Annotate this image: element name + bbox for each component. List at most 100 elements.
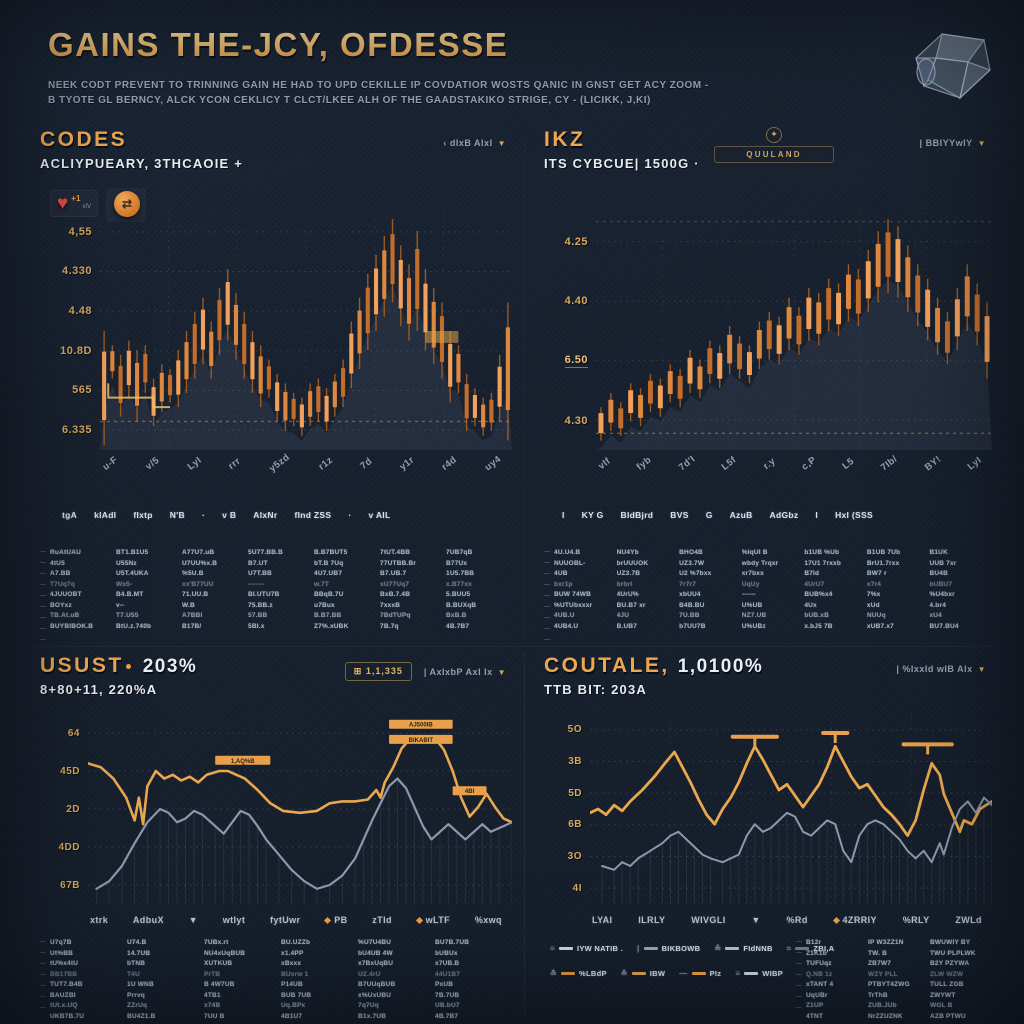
panel-codes-range-dropdown[interactable]: ‹ dIxB AIxI ▼ [443, 138, 506, 148]
stat-item: I [815, 510, 819, 520]
table-cell: UZ3.7B [616, 570, 641, 577]
table-cell: B7Id [804, 570, 820, 577]
y-tick-label: 10.8D [60, 344, 92, 357]
usust-y-axis: 64 45D 2D 4DD 67B [40, 714, 80, 904]
candlestick-chart-canvas [100, 212, 512, 450]
x-tick-label: ▼ [751, 915, 761, 925]
candle [845, 264, 851, 322]
candle [209, 321, 214, 379]
coutale-dropdown[interactable]: | %IxxId wIB AIx ▼ [896, 664, 986, 674]
favorite-button[interactable]: ♥ +1 xIV [50, 190, 99, 217]
x-tick-label: %RLY [902, 915, 930, 925]
table-cell: BU.B7 xr [616, 601, 646, 609]
table-cell: bxr1p [554, 580, 573, 588]
ikz-stats-row: I KY G BIdBjrd BVS G AzuB AdGbz I HxI (SSS [562, 510, 873, 520]
table-cell: BU4Z1.B [127, 1012, 156, 1020]
table-cell: B.BUXqB [446, 601, 477, 609]
table-cell: brbrI [616, 580, 633, 588]
x-tick-label: 7d [358, 455, 375, 472]
table-cell: BBqB.7U [314, 591, 344, 598]
usust-dropdown[interactable]: | AxIxbP AxI Ix ▼ [424, 667, 506, 677]
legend-item[interactable]: ≛ %LBdP [550, 969, 607, 978]
panel-ikz: IKZ ITS CYBCUE| 1500G · ✦ QUULAND | BBIY… [544, 126, 992, 642]
candle [865, 250, 871, 312]
table-cell: ZWYWT [930, 991, 956, 999]
table-cell: x1.4PP [281, 949, 304, 957]
usust-line-plot[interactable]: 1,AQ%B AJ500IB BIKABIT 4BI [88, 714, 512, 904]
table-cell: NZ7.UB [741, 612, 767, 619]
coutale-y-axis: 5O 3B 5D 6B 3O 4I [544, 714, 582, 904]
candle [836, 283, 842, 336]
legend-item[interactable]: — PIz [679, 969, 721, 978]
table-cell: BT1.B1U5 [116, 549, 149, 556]
panel-codes-title: CODES [40, 128, 128, 151]
stat-item: AIxNr [253, 510, 278, 520]
table-cell: A7.BB [50, 570, 71, 577]
y-tick-label: 64 [67, 727, 80, 739]
table-cell: PrTB [204, 970, 221, 978]
candle [349, 321, 354, 389]
legend-item[interactable]: ≙ IBW [621, 969, 666, 978]
panel-coutale-title: COUTALE, [544, 654, 670, 677]
panel-ikz-range-dropdown[interactable]: | BBIYYwIY ▼ [920, 138, 986, 148]
legend-item[interactable]: ≡ IYW NATIB . [550, 944, 623, 953]
table-cell: Prrvq [127, 991, 145, 999]
usust-data-table: U7q7B Ut%BB tU%x4tU BB17BB TUT7.B4B BAUZBI tUt… [40, 938, 512, 1020]
ikz-badge-button[interactable]: ✦ QUULAND [714, 124, 834, 163]
line-chart-canvas [590, 714, 992, 904]
x-tick-label: v/5 [143, 454, 162, 473]
table-column: IP W3ZZ1N TW. B ZB7W7 WZY PLL PTBYT4ZWG TrThB… [868, 938, 930, 1020]
ikz-y-axis: 4.25 4.40 6.50 4.30 [544, 212, 588, 450]
codes-candlestick-plot[interactable] [100, 212, 512, 450]
stat-item: · [348, 510, 352, 520]
candle [167, 369, 173, 403]
table-cell: x.B77xx [446, 580, 472, 588]
candle [184, 331, 189, 393]
legend-label: IBW [649, 969, 666, 978]
table-tick-marks [544, 551, 554, 640]
candle [365, 273, 370, 351]
x-tick-label: 7Ib/ [878, 453, 900, 474]
candle [497, 354, 502, 422]
table-cell: 71.UU.B [182, 591, 209, 598]
swap-button[interactable]: ⇄ [114, 191, 140, 217]
table-cell: PTBYT4ZWG [868, 981, 910, 988]
table-cell: ------- [248, 580, 265, 588]
y-tick-label: 6.50 [564, 353, 588, 368]
legend-item[interactable]: ≙ FIdNNB [714, 944, 772, 953]
table-cell: B7UUqBUB [358, 981, 396, 988]
table-cell: U2 %7bxx [679, 570, 712, 577]
legend-glyph-icon: ≈ [786, 944, 792, 953]
y-tick-label: 67B [60, 879, 80, 891]
table-cell: xU77Uq7 [380, 580, 410, 588]
candle [677, 369, 683, 408]
ikz-candlestick-plot[interactable] [596, 212, 992, 450]
table-cell: 4TB1 [204, 991, 221, 999]
table-cell: 4JUUOBT [50, 591, 82, 598]
usust-pill-button[interactable]: ⊞ 1,1,335 [344, 662, 412, 681]
candle [915, 264, 921, 327]
legend-item[interactable]: ≡ WIBP [735, 969, 783, 978]
table-column: B1UB 7Ub BrU1.7rxx BW7 r x7r4 7%x xUd NUUq xUB7… [867, 548, 930, 640]
legend-item[interactable]: | BIKBOWB [637, 944, 700, 953]
legend-label: ZBI,A [813, 944, 835, 953]
candle [382, 235, 387, 317]
coutale-line-plot[interactable] [590, 714, 992, 904]
panel-ikz-title: IKZ [544, 128, 586, 151]
panel-codes-subtitle: ACLIYPUEARY, 3THCAOIE + [40, 156, 244, 171]
legend-item[interactable]: ≈ ZBI,A [787, 944, 835, 953]
table-cell: 7UBx.rt [204, 939, 229, 946]
candle [697, 359, 703, 398]
candle [598, 407, 604, 441]
table-cell: B.UB7 [616, 622, 638, 630]
stat-item: BIdBjrd [620, 510, 654, 520]
dropdown-label: | BBIYYwIY [919, 138, 973, 148]
candle [895, 226, 901, 298]
table-column: %IqUI B wbdy Trqxr xr7bxx UqUy ------ U%UB NZ7… [742, 548, 805, 640]
table-column: B12r Z1K1b TUFUqz Q.NB 1z xTANT 4 UqUBr Z1UP 4T… [806, 938, 868, 1020]
table-cell: %UTUbxxxr [554, 601, 593, 609]
table-cell: AZB PTWU [930, 1012, 966, 1020]
candle [341, 359, 346, 408]
table-cell: %U7U4BU [358, 939, 392, 946]
table-cell: NU4Yb [616, 549, 639, 556]
